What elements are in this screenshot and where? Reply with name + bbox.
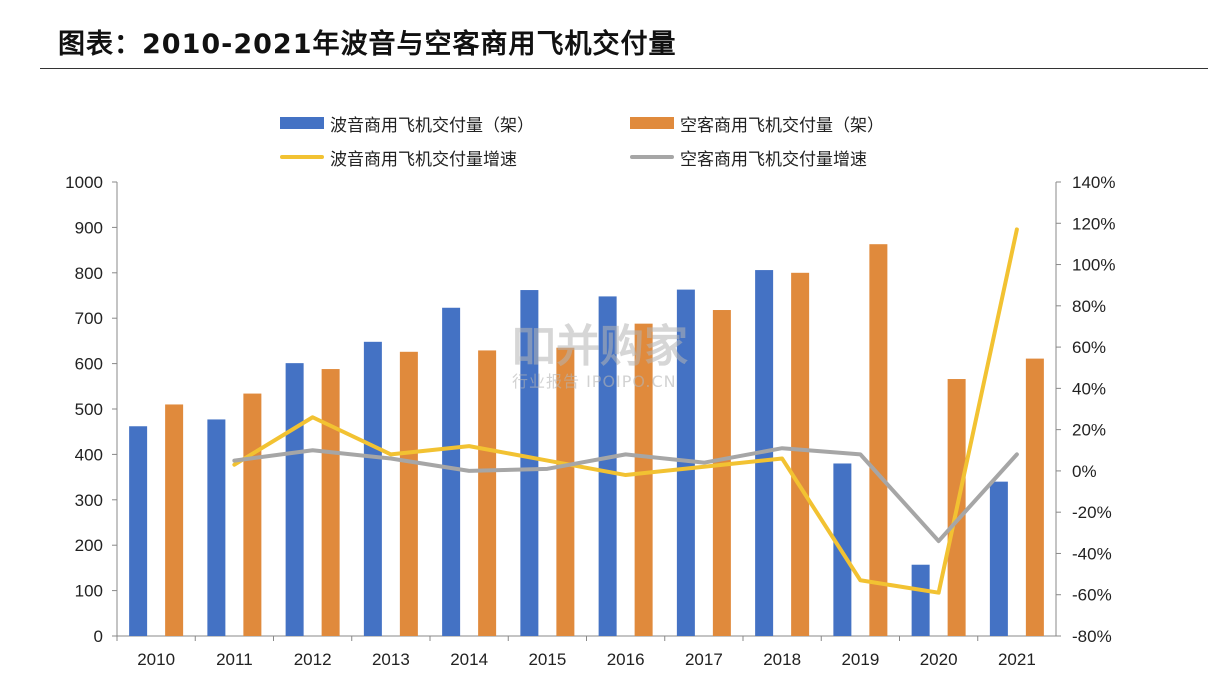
bar-airbus [321,369,340,636]
y-right-tick-label: 20% [1072,421,1106,440]
line-boeing-growth [232,227,1019,595]
y-right-tick-label: -60% [1072,586,1112,605]
x-tick-label: 2012 [294,650,332,669]
y-left-tick-label: 900 [75,218,103,237]
legend-label-boeing: 波音商用飞机交付量（架） [330,115,534,136]
x-tick-label: 2021 [998,650,1036,669]
title-divider [40,68,1208,69]
y-left-tick-label: 600 [75,355,103,374]
chart-legend: 波音商用飞机交付量（架） 空客商用飞机交付量（架） 波音商用飞机交付量增速 空客… [280,106,920,174]
legend-swatch-airbus-growth [630,155,674,159]
y-right-tick-label: -40% [1072,544,1112,563]
x-tick-label: 2017 [685,650,723,669]
x-tick-label: 2014 [450,650,488,669]
y-left-tick-label: 1000 [65,173,103,192]
y-right-tick-label: -80% [1072,627,1112,646]
x-tick-label: 2016 [607,650,645,669]
bar-boeing [598,296,617,636]
bar-airbus [1025,358,1044,636]
legend-airbus-growth: 空客商用飞机交付量增速 [630,145,920,170]
y-right-tick-label: -20% [1072,503,1112,522]
bar-airbus [478,350,497,636]
legend-boeing-growth: 波音商用飞机交付量增速 [280,145,630,170]
x-tick-label: 2010 [137,650,175,669]
watermark-text: 行业报告 IPOIPO.CN [512,372,677,391]
bar-boeing [442,307,461,636]
y-right-tick-label: 120% [1072,214,1115,233]
bar-boeing [989,481,1008,636]
bar-airbus [869,244,888,636]
y-right-tick-label: 140% [1072,173,1115,192]
bar-airbus [165,404,184,636]
bar-boeing [363,341,382,636]
y-left-tick-label: 100 [75,582,103,601]
y-left-tick-label: 700 [75,309,103,328]
x-tick-label: 2018 [763,650,801,669]
bar-boeing [285,363,304,636]
x-tick-label: 2015 [528,650,566,669]
legend-boeing-deliveries: 波音商用飞机交付量（架） [280,111,630,136]
y-left-tick-label: 0 [94,627,103,646]
legend-label-boeing-growth: 波音商用飞机交付量增速 [330,149,517,170]
bar-boeing [520,290,539,636]
x-tick-label: 2011 [216,650,253,669]
bar-airbus [243,393,262,636]
bar-boeing [911,564,930,636]
bar-boeing [129,426,148,636]
legend-airbus-deliveries: 空客商用飞机交付量（架） [630,111,920,136]
y-left-tick-label: 200 [75,536,103,555]
bar-airbus [556,347,575,636]
x-tick-label: 2013 [372,650,410,669]
y-left-tick-label: 800 [75,264,103,283]
y-right-tick-label: 0% [1072,462,1097,481]
y-right-tick-label: 100% [1072,256,1115,275]
page-title: 图表：2010-2021年波音与空客商用飞机交付量 [58,29,677,60]
y-left-tick-label: 500 [75,400,103,419]
line-airbus-growth [232,446,1019,544]
x-tick-label: 2019 [841,650,879,669]
y-right-tick-label: 60% [1072,338,1106,357]
legend-label-airbus: 空客商用飞机交付量（架） [680,115,884,136]
bar-boeing [207,419,226,636]
y-right-tick-label: 40% [1072,379,1106,398]
bar-boeing [676,289,695,636]
bar-airbus [634,323,653,636]
bar-airbus [712,310,731,636]
legend-swatch-airbus [630,117,674,129]
y-right-tick-label: 80% [1072,297,1106,316]
x-tick-label: 2020 [920,650,958,669]
y-left-tick-label: 400 [75,445,103,464]
legend-swatch-boeing [280,117,324,129]
legend-swatch-boeing-growth [280,155,324,159]
bar-airbus [791,272,810,636]
bar-airbus [399,351,418,636]
watermark-logo: 吅并购家 [512,321,688,372]
legend-label-airbus-growth: 空客商用飞机交付量增速 [680,149,867,170]
y-left-tick-label: 300 [75,491,103,510]
